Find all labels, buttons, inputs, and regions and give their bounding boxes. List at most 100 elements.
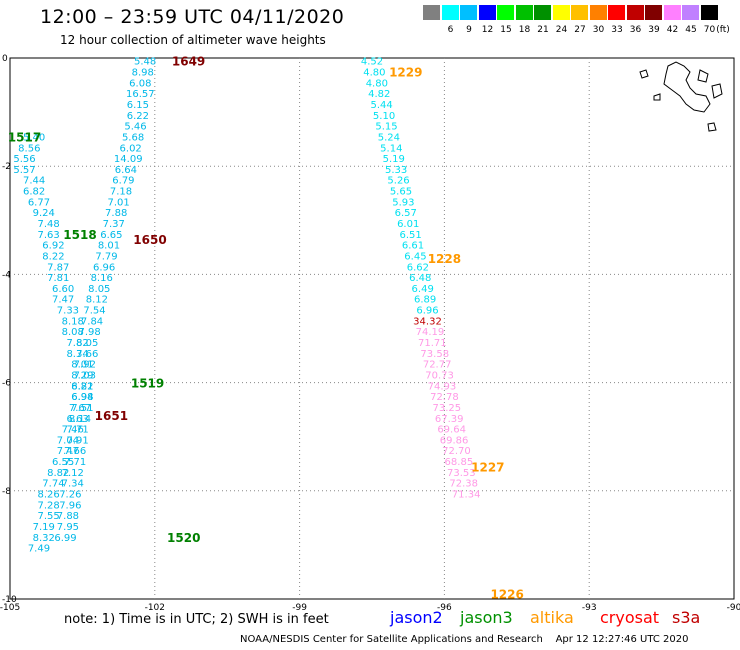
wave-height-value: 6.60 — [52, 284, 74, 295]
legend-item-altika: altika — [530, 608, 574, 627]
wave-height-value: 5.14 — [380, 143, 402, 154]
wave-height-value: 70.73 — [425, 370, 454, 381]
pass-time-label: 1518 — [63, 228, 96, 242]
lon-tick-label: -90 — [727, 603, 740, 613]
wave-height-value: 7.74 — [42, 479, 64, 490]
wave-height-value: 8.22 — [42, 251, 64, 262]
wave-height-value: 7.51 — [71, 403, 93, 414]
wave-height-value: 6.45 — [404, 251, 426, 262]
colorbar-swatch — [552, 5, 570, 20]
wave-height-value: 7.37 — [103, 219, 125, 230]
wave-height-value: 5.93 — [392, 197, 414, 208]
wave-height-value: 6.89 — [414, 295, 436, 306]
lat-tick-label: -8 — [2, 487, 11, 497]
wave-height-value: 5.46 — [124, 122, 146, 133]
island-outline — [707, 122, 717, 132]
wave-height-value: 7.01 — [107, 197, 129, 208]
island-outline — [639, 69, 649, 79]
wave-height-value: 8.05 — [88, 284, 110, 295]
lat-tick-label: 0 — [2, 54, 8, 64]
wave-height-value: 73.25 — [432, 403, 461, 414]
colorbar-label: 15 — [500, 25, 512, 35]
wave-height-value: 71.71 — [418, 338, 447, 349]
pass-time-label: 1520 — [167, 531, 200, 545]
lon-tick-label: -96 — [437, 603, 452, 613]
colorbar-swatch — [441, 5, 459, 20]
island-outline — [653, 93, 661, 101]
wave-height-value: 8.01 — [71, 360, 93, 371]
wave-height-value: 5.57 — [13, 165, 35, 176]
wave-height-value: 67.39 — [435, 414, 464, 425]
wave-height-value: 7.98 — [79, 327, 101, 338]
wave-height-value: 9.24 — [33, 208, 55, 219]
lat-tick-label: -10 — [2, 595, 17, 605]
wave-height-value: 7.44 — [23, 176, 45, 187]
wave-height-value: 7.79 — [95, 251, 117, 262]
colorbar-swatch — [608, 5, 625, 20]
wave-height-value: 7.88 — [105, 208, 127, 219]
wave-height-value: 4.82 — [368, 89, 390, 100]
wave-height-value: 6.65 — [100, 230, 122, 241]
colorbar-swatch — [534, 5, 551, 20]
legend-item-cryosat: cryosat — [600, 608, 660, 627]
wave-height-value: 8.12 — [86, 295, 108, 306]
wave-height-value: 6.49 — [412, 284, 434, 295]
pass-time-label: 1229 — [389, 66, 422, 80]
wave-height-value: 7.82 — [66, 338, 88, 349]
wave-height-value: 6.77 — [28, 197, 50, 208]
wave-height-value: 8.18 — [62, 316, 84, 327]
wave-height-value: 34.32 — [413, 316, 442, 327]
wave-height-value: 7.96 — [59, 500, 81, 511]
wave-height-value: 5.19 — [383, 154, 405, 165]
wave-height-value: 7.12 — [62, 468, 84, 479]
colorbar-label: 21 — [537, 25, 549, 35]
wave-height-value: 4.80 — [366, 78, 388, 89]
wave-height-value: 5.24 — [378, 132, 400, 143]
wave-height-value: 5.40 — [23, 132, 45, 143]
wave-height-value: 7.88 — [57, 511, 79, 522]
wave-height-value: 8.26 — [37, 490, 59, 501]
wave-height-value: 5.10 — [373, 111, 395, 122]
wave-height-value: 7.19 — [33, 522, 55, 533]
wave-height-value: 8.98 — [132, 68, 154, 79]
map-title: 12:00 – 23:59 UTC 04/11/2020 — [40, 6, 345, 28]
colorbar-swatch — [460, 5, 477, 20]
colorbar-label: 24 — [555, 25, 568, 35]
wave-height-value: 5.56 — [13, 154, 35, 165]
wave-height-value: 7.71 — [64, 457, 86, 468]
colorbar-label: 30 — [592, 25, 605, 35]
island-outline — [697, 69, 709, 83]
wave-height-value: 7.81 — [47, 273, 69, 284]
wave-height-value: 7.33 — [57, 306, 79, 317]
pass-time-label: 1227 — [471, 460, 504, 474]
wave-height-value: 5.15 — [375, 122, 397, 133]
colorbar-swatch — [626, 5, 644, 20]
wave-height-value: 73.53 — [447, 468, 476, 479]
wave-height-value: 6.51 — [399, 230, 421, 241]
wave-height-value: 7.84 — [81, 316, 103, 327]
wave-height-value: 7.71 — [66, 425, 88, 436]
wave-height-value: 6.15 — [127, 100, 149, 111]
wave-height-value: 5.44 — [371, 100, 393, 111]
wave-height-value: 8.34 — [66, 349, 88, 360]
colorbar-swatch — [478, 5, 496, 20]
pass-time-label: 1517 — [8, 130, 41, 144]
wave-height-value: 6.63 — [66, 414, 88, 425]
wave-height-value: 7.87 — [47, 262, 69, 273]
wave-height-value: 7.91 — [66, 435, 88, 446]
colorbar-label: 18 — [518, 25, 531, 35]
wave-height-value: 72.70 — [442, 446, 471, 457]
wave-height-value: 8.05 — [76, 338, 98, 349]
wave-height-value: 7.04 — [57, 435, 79, 446]
map-frame — [9, 57, 735, 600]
wave-height-value: 6.92 — [42, 241, 64, 252]
wave-height-value: 7.18 — [110, 187, 132, 198]
colorbar-label: 27 — [574, 25, 586, 35]
wave-height-value: 7.47 — [57, 446, 79, 457]
wave-height-value: 6.62 — [407, 262, 429, 273]
island-outline — [711, 83, 723, 99]
colorbar-swatch — [645, 5, 662, 20]
colorbar-swatch — [515, 5, 533, 20]
wave-height-value: 8.01 — [98, 241, 120, 252]
